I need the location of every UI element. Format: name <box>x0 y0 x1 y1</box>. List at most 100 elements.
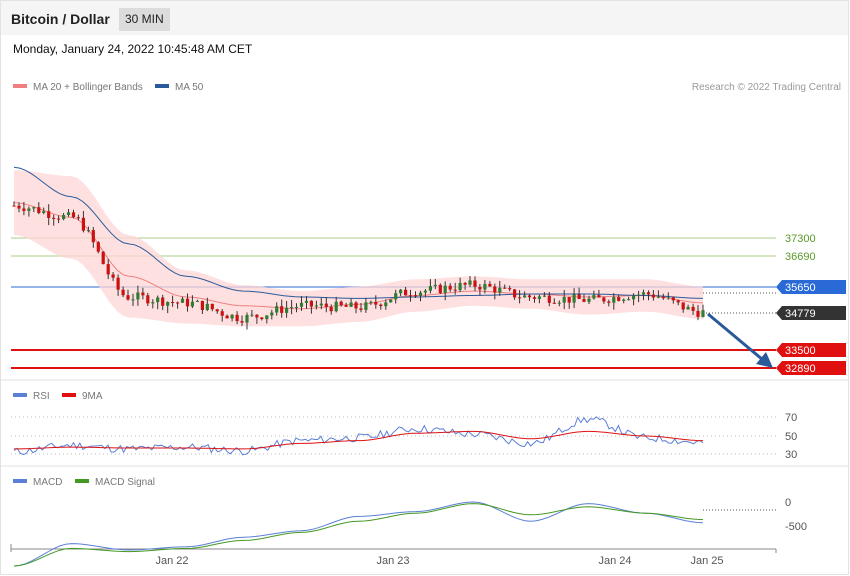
candle <box>91 227 95 248</box>
candle <box>176 301 180 309</box>
moving-averages <box>13 166 704 310</box>
timeframe-button[interactable]: 30 MIN <box>119 8 170 31</box>
candlestick-series <box>12 201 705 330</box>
ma50-legend-label: MA 50 <box>175 82 204 93</box>
candle <box>57 215 61 224</box>
candle <box>404 286 408 296</box>
candle <box>200 300 204 314</box>
candle-body-down <box>547 295 551 303</box>
ma20-legend-swatch <box>13 84 27 88</box>
candle <box>86 226 90 233</box>
rsi-axis: 70 50 30 <box>11 412 797 461</box>
candle <box>597 289 601 298</box>
candle-body-up <box>656 296 660 298</box>
candle <box>532 295 537 303</box>
candle <box>364 297 368 313</box>
candle-body-down <box>374 301 378 305</box>
candle <box>448 283 452 292</box>
candle <box>339 300 343 307</box>
candle-body-down <box>607 301 611 303</box>
candle <box>62 212 66 221</box>
candle <box>622 298 626 304</box>
candle <box>408 289 413 302</box>
candle <box>572 288 576 309</box>
candle-body-down <box>339 301 343 306</box>
x-tick-label: Jan 25 <box>690 555 723 567</box>
ma20-legend-label: MA 20 + Bollinger Bands <box>33 82 143 93</box>
level-label-35650: 35650 <box>785 282 816 294</box>
candle <box>22 202 26 216</box>
candle <box>294 303 299 313</box>
candle-body-up <box>265 315 269 320</box>
forecast-arrow <box>707 312 773 368</box>
candle-body-up <box>364 302 368 310</box>
macd-signal-legend-swatch <box>75 479 89 483</box>
candle-body-up <box>428 286 432 291</box>
candle <box>304 296 309 309</box>
candle <box>637 290 641 303</box>
candle <box>423 289 427 298</box>
candle <box>394 289 398 304</box>
rsi-lines <box>13 416 704 456</box>
candle <box>523 291 527 298</box>
candle-body-up <box>587 298 591 302</box>
candle <box>151 299 155 309</box>
candle <box>473 276 477 292</box>
candle-body-down <box>448 285 452 290</box>
candle <box>225 314 229 319</box>
candle <box>210 303 214 312</box>
candle-body-up <box>62 215 66 220</box>
candle-body-down <box>52 217 56 219</box>
candle <box>27 206 31 217</box>
candle <box>180 296 185 303</box>
candle-body-down <box>408 295 413 297</box>
candle-body-up <box>542 295 546 297</box>
rsi-tick-label: 70 <box>785 412 797 424</box>
candle-body-down <box>473 280 477 287</box>
candle <box>612 293 616 310</box>
header-bar: Bitcoin / Dollar 30 MIN <box>1 1 848 35</box>
forecast-arrow-shaft <box>707 312 764 362</box>
macd-legend-swatch <box>13 479 27 483</box>
candle <box>641 289 646 301</box>
candle-body-down <box>17 205 21 209</box>
candle-body-down <box>280 306 284 313</box>
candle <box>458 277 462 293</box>
candle-body-up <box>66 212 71 215</box>
candle-body-up <box>156 297 160 303</box>
candle-body-up <box>622 299 626 301</box>
candle-body-down <box>691 306 695 311</box>
candle <box>666 292 670 300</box>
candle <box>453 282 457 295</box>
candle-body-up <box>433 284 437 287</box>
candle <box>671 296 675 304</box>
candle <box>537 294 541 304</box>
candle-body-down <box>235 314 239 322</box>
candle-body-up <box>290 307 294 309</box>
candle <box>443 281 447 301</box>
candle-body-up <box>557 302 561 304</box>
price-level-tags: 37300 36690 35650 34779 33500 32890 <box>776 233 846 375</box>
candle <box>542 292 546 298</box>
macd-legend: MACD MACD Signal <box>13 477 155 488</box>
candle <box>527 294 532 301</box>
candle-body-down <box>12 205 16 207</box>
candle-body-up <box>572 294 576 303</box>
candle-body-down <box>91 230 95 243</box>
candle <box>493 283 497 300</box>
candle-body-up <box>205 303 209 310</box>
candle <box>290 300 294 315</box>
candle-body-up <box>245 315 249 323</box>
candle <box>42 207 46 215</box>
candle <box>230 314 234 322</box>
candle <box>478 284 482 296</box>
candle-body-down <box>225 315 229 319</box>
candle-body-down <box>126 295 130 300</box>
candle-body-up <box>686 306 690 310</box>
candle <box>32 206 36 213</box>
candle <box>215 308 219 314</box>
candle <box>309 300 313 314</box>
candle-body-down <box>200 300 204 310</box>
